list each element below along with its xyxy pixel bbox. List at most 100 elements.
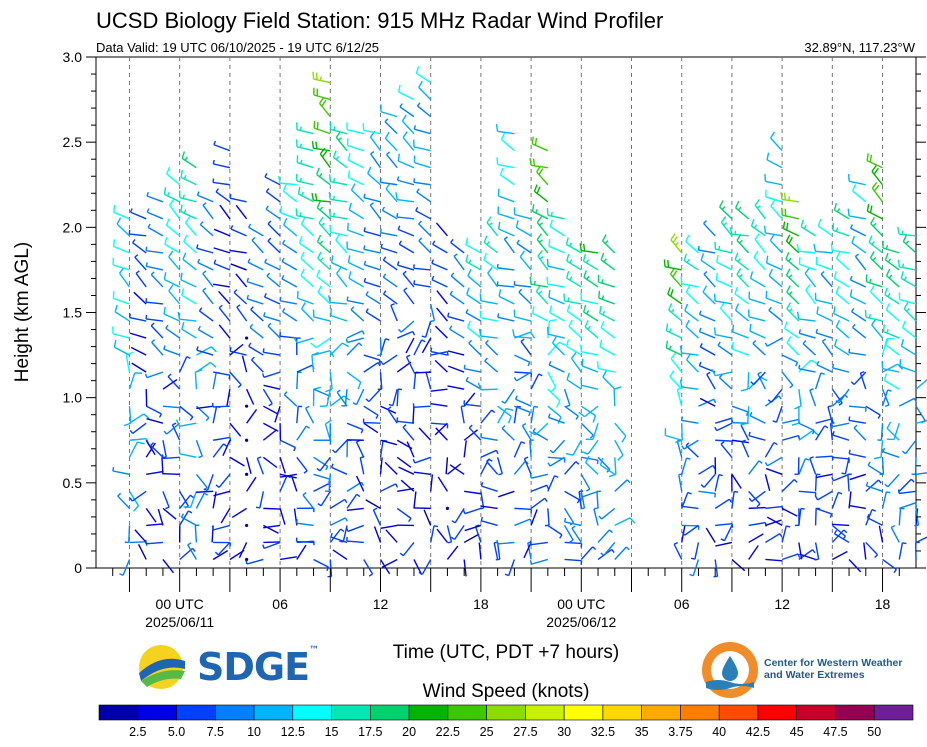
wind-barb	[395, 192, 415, 203]
wind-barb	[162, 405, 181, 412]
wind-barb	[578, 405, 599, 418]
wind-barb	[430, 525, 439, 543]
wind-barb	[599, 457, 616, 475]
wind-barb	[406, 441, 415, 458]
wind-barb	[785, 252, 800, 271]
y-tick-label: 1.0	[63, 390, 83, 406]
wind-barb	[901, 439, 917, 455]
wind-barb	[415, 66, 432, 84]
wind-barb	[765, 290, 783, 305]
colorbar-tick-label: 3.75	[668, 725, 692, 739]
wind-barb	[865, 479, 882, 492]
wind-barb	[715, 272, 733, 288]
wind-barb	[614, 546, 630, 560]
wind-barb	[312, 309, 331, 322]
wind-barb	[831, 491, 843, 509]
wind-barb	[676, 385, 685, 407]
wind-barb	[512, 329, 532, 339]
wind-barb	[748, 490, 766, 502]
wind-barb	[436, 290, 448, 305]
wind-barb	[367, 166, 381, 186]
colorbar-swatch	[757, 704, 798, 721]
wind-barb	[866, 153, 883, 169]
wind-barb	[279, 475, 291, 492]
wind-barb	[765, 558, 783, 562]
colorbar-tick-label: 10	[247, 725, 261, 739]
wind-barb	[150, 442, 164, 458]
wind-barb	[903, 302, 917, 322]
wind-barb	[885, 303, 900, 322]
wind-barb	[847, 208, 866, 220]
wind-barb	[731, 342, 749, 356]
wind-barb	[295, 337, 301, 356]
wind-barb	[413, 371, 431, 374]
wind-barb	[833, 338, 850, 356]
wind-barb	[578, 490, 584, 509]
wind-barb	[498, 289, 515, 305]
wind-barb	[521, 422, 532, 441]
wind-barb	[513, 280, 532, 288]
wind-barb	[398, 84, 415, 101]
wind-barb	[467, 268, 482, 288]
wind-barb	[132, 239, 147, 254]
wind-barb	[886, 421, 900, 441]
wind-barb	[398, 466, 415, 475]
wind-barb	[263, 405, 279, 415]
wind-barb	[901, 320, 917, 339]
wind-barb	[786, 302, 800, 322]
wind-barb	[897, 489, 917, 495]
wind-barb	[146, 417, 164, 424]
wind-barb	[763, 225, 783, 237]
wind-barb	[162, 472, 180, 476]
colorbar-tick-label: 40	[712, 725, 726, 739]
wind-barb	[794, 457, 800, 475]
wind-barb	[865, 481, 883, 493]
wind-barb	[816, 360, 833, 373]
wind-barb	[369, 202, 382, 220]
wind-barb	[523, 456, 532, 475]
wind-barb	[290, 475, 298, 492]
wind-barb	[564, 541, 583, 548]
wind-barb	[119, 559, 131, 576]
wind-barb	[781, 525, 791, 543]
wind-barb	[418, 237, 432, 254]
wind-barb	[379, 457, 383, 475]
wind-barb	[866, 513, 883, 527]
wind-barb	[396, 212, 415, 220]
wind-barb	[363, 559, 374, 577]
wind-barb	[202, 287, 214, 305]
wind-barb	[282, 184, 298, 203]
wind-barb	[181, 151, 197, 169]
wind-barb	[450, 525, 465, 541]
wind-barb	[318, 216, 331, 237]
wind-barb	[600, 252, 616, 271]
wind-barb	[304, 405, 315, 424]
wind-barb	[446, 463, 462, 475]
wind-barb	[809, 388, 817, 407]
wind-barb	[484, 357, 499, 373]
wind-barb	[772, 405, 783, 423]
wind-barb	[146, 208, 164, 220]
wind-barb	[435, 222, 448, 237]
wind-barb	[798, 329, 816, 339]
wind-barb	[279, 556, 297, 561]
wind-barb	[362, 123, 381, 135]
wind-barb	[463, 400, 481, 407]
colorbar-swatch	[98, 704, 139, 721]
wind-barb	[529, 157, 548, 169]
wind-barb	[854, 253, 867, 271]
wind-barb	[150, 271, 164, 288]
wind-barb	[277, 175, 297, 186]
colorbar: 2.5 5.0 7.5 10 12.5 15 17.5 20 22.5 25 27.5 30 32.5 3…	[98, 704, 914, 739]
colorbar-swatch	[214, 704, 255, 721]
cw3e-wordmark: Center for Western Weather and Water Ext…	[764, 657, 914, 681]
wind-barb	[748, 291, 766, 305]
wind-barb	[373, 526, 382, 543]
wind-barb	[363, 193, 381, 203]
wind-barb	[226, 389, 231, 407]
wind-barb	[396, 330, 416, 339]
colorbar-tick-label: 22.5	[436, 725, 460, 739]
wind-barb	[765, 519, 782, 527]
wind-barb	[835, 388, 850, 404]
wind-barb	[513, 309, 532, 322]
